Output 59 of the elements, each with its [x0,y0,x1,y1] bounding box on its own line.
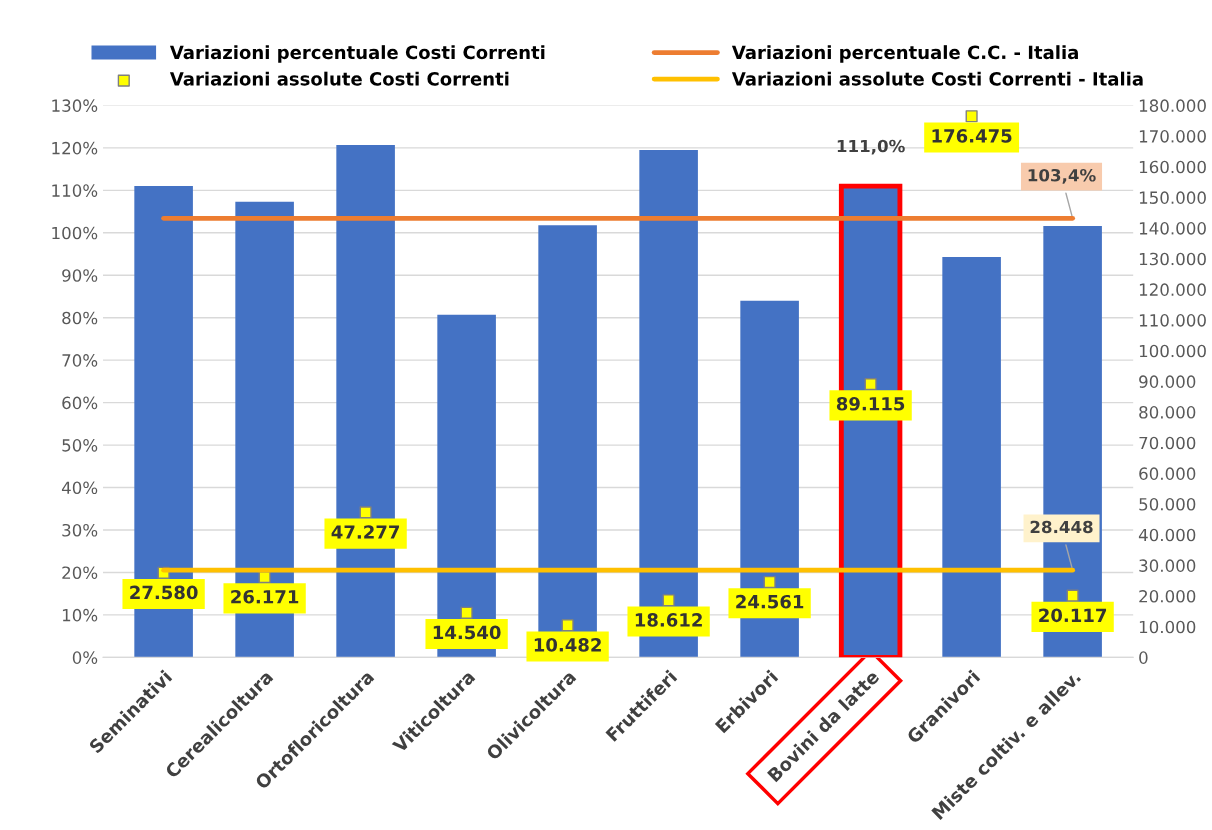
point [1066,589,1079,602]
data-label: 26.171 [231,589,299,604]
data-label: 27.580 [130,585,198,600]
y2-tick-label: 50.000 [1139,498,1196,511]
bar [942,256,1001,658]
y2-tick-label: 120.000 [1139,283,1206,296]
data-label: 20.117 [1039,608,1107,623]
y-tick-label: 90% [62,269,98,282]
y2-tick-label: 90.000 [1139,375,1196,388]
y2-tick-label: 140.000 [1139,222,1206,235]
data-label: 89.115 [836,396,905,411]
y2-tick-label: 80.000 [1139,406,1196,419]
legend-label: Variazioni percentuale Costi Correnti [169,45,545,63]
legend-label: Variazioni assolute Costi Correnti [169,71,509,86]
y2-tick-label: 160.000 [1139,160,1206,174]
y2-tick-label: 60.000 [1139,467,1196,480]
y-tick-label: 80% [62,311,98,325]
data-label: 47.277 [331,525,400,539]
y-tick-label: 70% [62,354,98,367]
data-label: 24.561 [736,594,804,609]
y-tick-label: 110% [52,184,98,197]
data-label: 18.612 [635,613,702,627]
point [359,506,372,519]
point [460,606,473,619]
point [561,619,574,632]
y-tick-label: 40% [61,481,98,495]
point [965,110,978,123]
y-tick-label: 0% [72,651,98,664]
legend-label: Variazioni assolute Costi Correnti - Italia [731,71,1143,86]
y2-tick-label: 30.000 [1139,559,1196,572]
y2-tick-label: 100.000 [1139,344,1206,358]
data-label: 10.482 [534,638,601,652]
y-tick-label: 30% [62,523,98,537]
data-label: 111,0% [837,139,905,155]
data-label: 28.448 [1030,520,1093,534]
y2-tick-label: 70.000 [1139,436,1196,450]
data-label: 103,4% [1028,168,1096,184]
legend-label: Variazioni percentuale C.C. - Italia [731,45,1078,63]
y-tick-label: 130% [52,99,98,112]
y2-tick-label: 110.000 [1139,314,1206,327]
point [864,378,877,391]
y2-tick-label: 10.000 [1139,620,1196,634]
data-label: 14.540 [433,625,501,640]
y2-tick-label: 130.000 [1139,252,1206,266]
y2-tick-label: 180.000 [1139,99,1206,112]
y-tick-label: 60% [62,396,98,410]
y-tick-label: 120% [52,141,98,155]
point [763,575,776,589]
y-tick-label: 100% [52,226,98,240]
y2-tick-label: 40.000 [1138,528,1196,542]
y2-tick-label: 20.000 [1139,589,1196,603]
y2-tick-label: 150.000 [1139,191,1206,204]
y-tick-label: 20% [62,566,98,580]
point [662,594,675,607]
data-label: 176.475 [932,129,1012,143]
y-tick-label: 10% [62,608,98,622]
y2-tick-label: 170.000 [1139,130,1206,143]
y-tick-label: 50% [62,439,98,452]
y2-tick-label: 0 [1139,651,1148,664]
